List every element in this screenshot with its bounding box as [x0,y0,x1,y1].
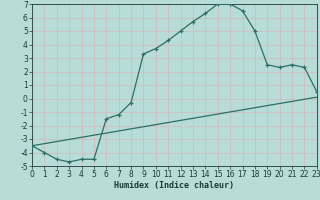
X-axis label: Humidex (Indice chaleur): Humidex (Indice chaleur) [115,181,234,190]
